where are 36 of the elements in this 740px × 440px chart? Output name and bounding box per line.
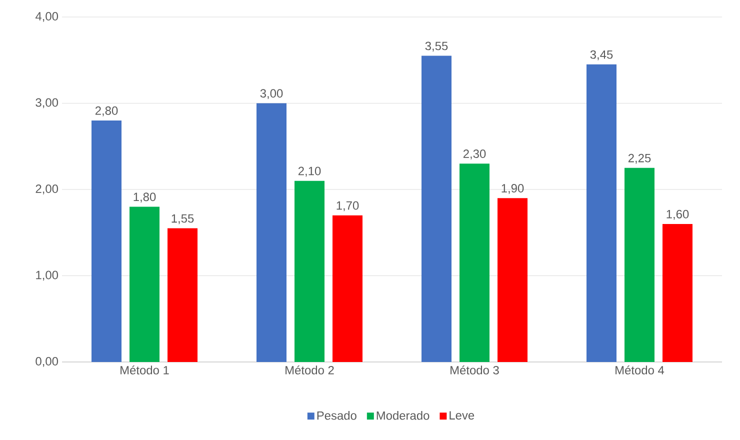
x-tick-label: Método 3 [450,366,499,374]
legend-label: Pesado [317,411,356,420]
legend-label: Leve [450,411,474,420]
bar [294,180,325,362]
data-label: 2,80 [95,106,118,116]
y-tick-label: 0,00 [36,357,58,367]
bar [92,120,122,362]
y-tick-label: 4,00 [36,12,58,22]
legend-label: Moderado [376,411,430,420]
bar [460,164,490,362]
bar [422,56,452,362]
data-label: 2,25 [628,154,651,164]
bar [662,224,693,362]
y-tick-label: 1,00 [36,270,58,281]
bar [586,64,617,362]
data-label: 1,90 [502,184,524,194]
data-label: 1,55 [172,214,194,224]
data-label: 3,00 [260,89,283,100]
data-label: 2,30 [463,150,486,160]
bar [130,206,160,362]
x-tick-label: Método 4 [616,366,664,374]
bar [168,228,198,362]
y-tick-label: 3,00 [36,98,58,108]
data-label: 1,70 [336,201,359,212]
bar [498,198,528,362]
data-label: 3,45 [590,50,613,60]
x-tick-label: Método 1 [120,366,169,374]
bar [624,168,655,362]
bar [256,103,287,362]
data-label: 1,60 [666,210,689,220]
data-label: 2,10 [298,166,321,177]
y-tick-label: 2,00 [36,184,58,194]
x-tick-label: Método 2 [286,366,334,374]
data-label: 3,55 [425,42,448,52]
bar [332,215,363,362]
data-label: 1,80 [134,192,156,203]
